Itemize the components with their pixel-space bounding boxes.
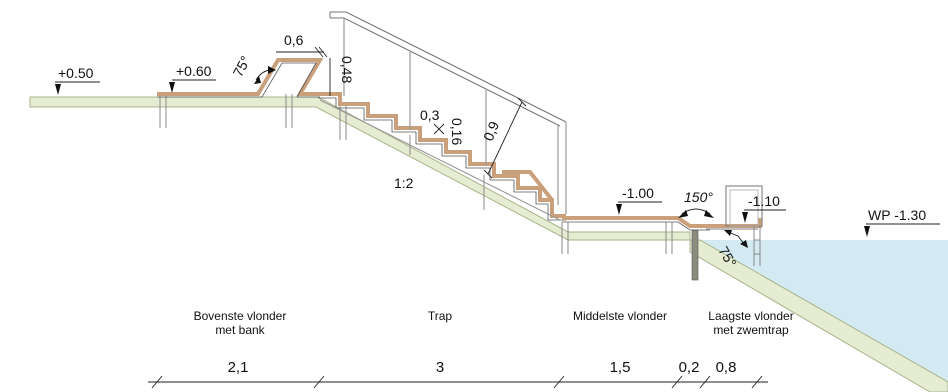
- bench-dimensions: 0,6 0,48 75°: [230, 32, 355, 96]
- level-marker-water: WP -1.30: [864, 207, 940, 237]
- zone-label: Middelste vlonder: [573, 309, 667, 323]
- bench-angle-label: 75°: [230, 53, 254, 79]
- zone-label: met zwemtrap: [713, 323, 789, 337]
- bench-height-label: 0,48: [339, 56, 355, 83]
- zone-labels: Bovenste vlonder met bank Trap Middelste…: [194, 309, 794, 337]
- lower-deck: [706, 185, 763, 266]
- dimension-label: 3: [436, 359, 444, 376]
- zone-label: Laagste vlonder: [708, 309, 793, 323]
- stair-tread-label: 0,3: [420, 107, 440, 123]
- dimension-label: 0,2: [679, 359, 700, 376]
- dimension-label: 1,5: [610, 359, 631, 376]
- zone-label: Bovenste vlonder: [194, 309, 287, 323]
- upper-deck: [157, 58, 324, 128]
- level-marker-lower-deck: -1.10: [742, 193, 786, 223]
- level-label: WP -1.30: [868, 207, 926, 223]
- slope-label: 1:2: [394, 175, 414, 191]
- stair: [318, 11, 567, 221]
- zone-label: met bank: [215, 323, 265, 337]
- level-marker-left-bank: +0.50: [55, 65, 100, 95]
- level-label: +0.60: [176, 63, 212, 79]
- level-marker-upper-deck: +0.60: [169, 63, 216, 93]
- rail-height-label: 0,9: [480, 119, 502, 143]
- level-label: +0.50: [58, 65, 94, 81]
- zone-label: Trap: [428, 309, 453, 323]
- middle-deck: [561, 216, 710, 254]
- level-label: -1.00: [622, 185, 654, 201]
- stair-riser-label: 0,16: [449, 118, 465, 145]
- level-label: -1.10: [748, 193, 780, 209]
- sheet-pile: [691, 229, 699, 281]
- dimension-line: 2,1 3 1,5 0,2 0,8: [148, 359, 768, 389]
- stair-dimensions: 0,3 0,16 0,9 1:2: [394, 97, 527, 191]
- angle-middle-label: 150°: [684, 189, 713, 205]
- level-marker-middle-deck: -1.00: [616, 185, 662, 215]
- dimension-label: 0,8: [716, 359, 737, 376]
- ground-underwater-slope: [689, 239, 948, 392]
- dimension-label: 2,1: [228, 359, 249, 376]
- bench-width-label: 0,6: [284, 32, 304, 48]
